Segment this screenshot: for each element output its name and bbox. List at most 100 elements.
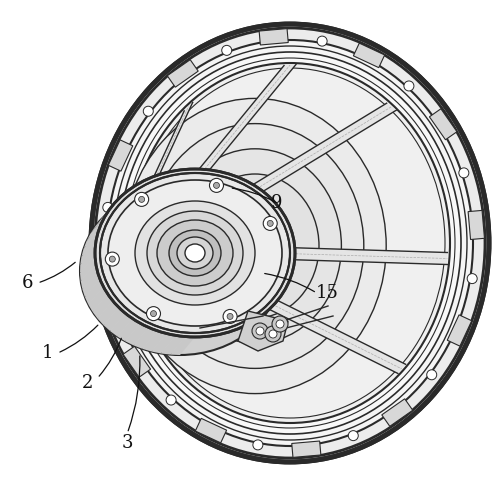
- Circle shape: [459, 168, 469, 178]
- Polygon shape: [161, 336, 185, 355]
- FancyBboxPatch shape: [468, 210, 485, 239]
- Polygon shape: [170, 337, 195, 355]
- Text: 6: 6: [21, 274, 33, 292]
- Ellipse shape: [107, 40, 473, 446]
- Ellipse shape: [95, 169, 295, 337]
- Polygon shape: [270, 247, 448, 265]
- Ellipse shape: [169, 230, 221, 276]
- Ellipse shape: [95, 28, 485, 458]
- Polygon shape: [147, 171, 171, 192]
- Circle shape: [166, 395, 176, 405]
- Ellipse shape: [80, 187, 280, 355]
- Ellipse shape: [169, 149, 341, 343]
- Circle shape: [253, 440, 263, 450]
- Ellipse shape: [115, 185, 275, 321]
- Text: 2: 2: [82, 374, 93, 392]
- Polygon shape: [114, 185, 136, 208]
- FancyBboxPatch shape: [292, 441, 321, 457]
- Polygon shape: [82, 271, 100, 297]
- Polygon shape: [134, 327, 157, 349]
- Polygon shape: [166, 169, 190, 188]
- Polygon shape: [204, 171, 228, 192]
- FancyBboxPatch shape: [447, 315, 472, 346]
- Polygon shape: [213, 174, 237, 195]
- Polygon shape: [183, 65, 296, 189]
- Circle shape: [267, 220, 273, 226]
- Circle shape: [256, 327, 264, 335]
- FancyBboxPatch shape: [195, 418, 227, 443]
- Polygon shape: [107, 190, 129, 214]
- Circle shape: [214, 182, 220, 188]
- Circle shape: [147, 307, 161, 321]
- Text: 15: 15: [315, 284, 338, 302]
- Ellipse shape: [191, 174, 319, 318]
- Polygon shape: [117, 319, 140, 341]
- Circle shape: [263, 216, 277, 230]
- Circle shape: [223, 310, 237, 324]
- Polygon shape: [81, 263, 97, 289]
- Ellipse shape: [91, 24, 489, 462]
- Circle shape: [317, 36, 327, 46]
- Polygon shape: [83, 223, 101, 249]
- Polygon shape: [90, 209, 110, 234]
- Ellipse shape: [100, 173, 290, 333]
- FancyBboxPatch shape: [259, 29, 288, 45]
- Polygon shape: [233, 103, 397, 203]
- Text: 3: 3: [121, 434, 133, 452]
- Polygon shape: [142, 331, 166, 352]
- FancyBboxPatch shape: [353, 43, 385, 68]
- FancyBboxPatch shape: [430, 109, 457, 140]
- Circle shape: [272, 316, 288, 332]
- FancyBboxPatch shape: [108, 140, 133, 171]
- Circle shape: [265, 326, 281, 342]
- Circle shape: [276, 320, 284, 328]
- Polygon shape: [104, 307, 125, 331]
- Circle shape: [105, 252, 119, 266]
- Ellipse shape: [108, 180, 282, 326]
- Circle shape: [404, 81, 414, 91]
- Circle shape: [427, 370, 437, 380]
- FancyBboxPatch shape: [95, 246, 112, 276]
- Polygon shape: [85, 279, 103, 305]
- Polygon shape: [100, 196, 122, 220]
- Circle shape: [467, 274, 477, 284]
- Circle shape: [348, 431, 358, 441]
- Polygon shape: [138, 102, 193, 211]
- Polygon shape: [185, 169, 210, 188]
- Polygon shape: [195, 170, 219, 189]
- Circle shape: [103, 202, 113, 212]
- Polygon shape: [98, 301, 119, 325]
- Ellipse shape: [119, 52, 461, 434]
- Ellipse shape: [124, 98, 386, 394]
- Polygon shape: [231, 180, 254, 203]
- Circle shape: [109, 256, 115, 262]
- Polygon shape: [238, 311, 288, 351]
- Polygon shape: [156, 170, 181, 189]
- FancyBboxPatch shape: [123, 346, 151, 377]
- Polygon shape: [88, 287, 108, 312]
- Polygon shape: [81, 231, 98, 257]
- Polygon shape: [129, 177, 153, 198]
- FancyBboxPatch shape: [167, 60, 198, 87]
- FancyBboxPatch shape: [382, 399, 413, 426]
- Circle shape: [252, 323, 268, 339]
- Ellipse shape: [135, 201, 255, 305]
- Circle shape: [139, 196, 145, 202]
- Polygon shape: [93, 294, 113, 319]
- Polygon shape: [175, 169, 200, 187]
- Ellipse shape: [122, 191, 268, 315]
- Text: 9: 9: [271, 194, 283, 212]
- Circle shape: [143, 106, 153, 116]
- Circle shape: [135, 192, 149, 206]
- Ellipse shape: [177, 237, 213, 269]
- Circle shape: [269, 330, 277, 338]
- Polygon shape: [138, 174, 162, 195]
- Polygon shape: [80, 255, 96, 281]
- Polygon shape: [95, 202, 116, 226]
- Polygon shape: [86, 216, 105, 241]
- Circle shape: [222, 46, 232, 56]
- Polygon shape: [125, 323, 149, 345]
- Ellipse shape: [185, 244, 205, 262]
- Ellipse shape: [147, 211, 243, 295]
- Ellipse shape: [130, 63, 450, 423]
